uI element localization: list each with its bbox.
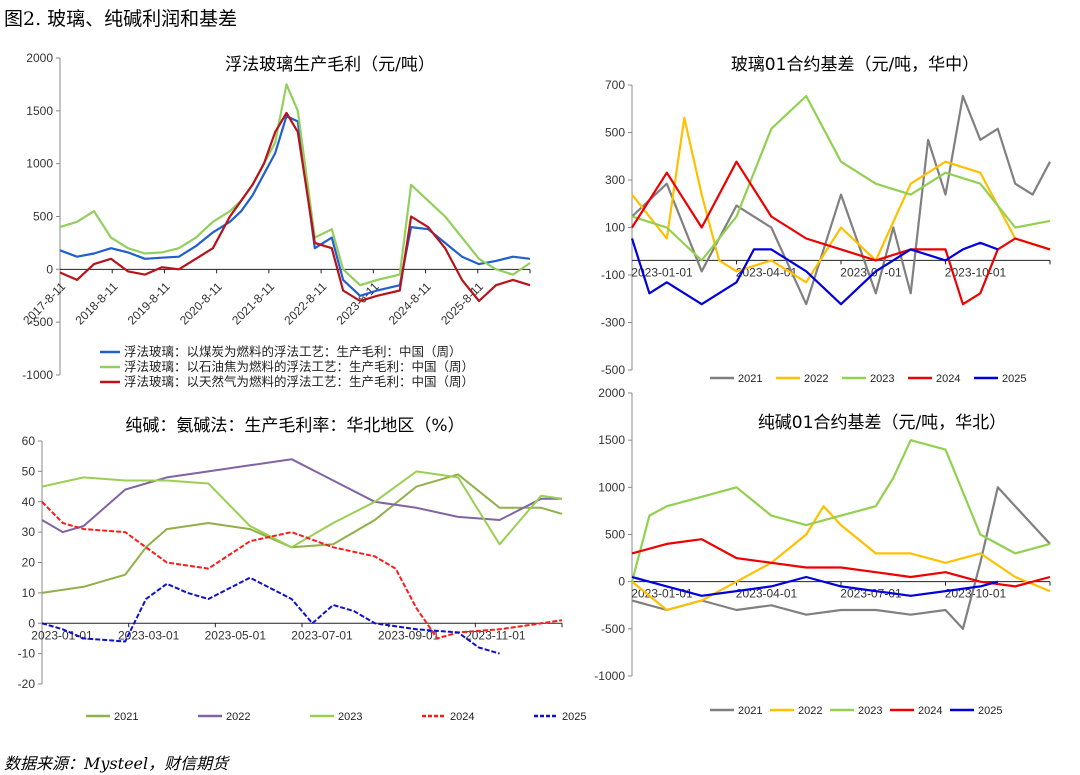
chart-title: 纯碱：氨碱法：生产毛利率：华北地区（%） [125,416,464,436]
x-tick-label: 2019-8-11 [125,279,173,327]
x-tick-label: 2021-8-11 [229,279,277,327]
series-line-浮法玻璃：以天然 [59,111,531,303]
series-line-浮法玻璃：以石油 [59,83,531,287]
legend-label: 浮法玻璃：以天然气为燃料的浮法工艺：生产毛利：中国（周） [124,374,474,389]
x-tick-label: 2023-01-01 [631,265,693,279]
y-tick-label: -500 [601,363,625,377]
legend-label: 浮法玻璃：以煤炭为燃料的浮法工艺：生产毛利：中国（周） [124,344,462,359]
y-tick-label: 10 [22,586,36,600]
y-tick-label: 1000 [598,480,625,494]
series-line-2021 [41,473,563,594]
y-tick-label: -20 [18,677,36,691]
y-tick-label: 700 [605,78,625,92]
y-tick-label: 2000 [598,386,625,400]
legend-label: 浮法玻璃：以石油焦为燃料的浮法工艺：生产毛利：中国（周） [124,359,474,374]
y-tick-label: 30 [22,525,36,539]
y-tick-label: 1000 [26,157,53,171]
legend-label: 2025 [562,711,586,723]
x-tick-label: 2023-01-01 [31,628,93,642]
x-tick-label: 2020-8-11 [177,279,225,327]
legend-label: 2021 [738,373,762,385]
series-line-2025 [631,575,999,597]
y-tick-label: 1500 [598,433,625,447]
legend-label: 2024 [936,373,960,385]
y-tick-label: 0 [28,616,35,630]
y-tick-label: -1000 [22,368,53,382]
glass-basis-chart: 玻璃01合约基差（元/吨，华中） 700 500 300 100 -100 -300 -500… [601,55,1051,385]
series-line-2022 [41,458,562,534]
y-tick-label: -500 [601,622,625,636]
x-tick-label: 2023-11-01 [465,628,526,642]
legend-label: 2022 [226,711,250,723]
x-tick-label: 2022-8-11 [281,279,329,327]
x-tick-label: 2023-07-01 [291,628,353,642]
chart-title: 玻璃01合约基差（元/吨，华中） [731,55,979,75]
series-line-2021 [631,94,1051,306]
y-tick-label: -300 [601,316,625,330]
figure-title: 图2. 玻璃、纯碱利润和基差 [4,8,238,30]
y-tick-label: -500 [29,315,53,329]
x-tick-label: 2025-8-11 [438,279,486,327]
y-tick-label: 0 [618,575,625,589]
x-tick-label: 2023-09-01 [378,628,440,642]
y-tick-label: 100 [605,221,625,235]
x-tick-label: 2023-05-01 [205,628,267,642]
legend-label: 2025 [978,705,1002,717]
soda-profit-chart: 纯碱：氨碱法：生产毛利率：华北地区（%） 60 50 40 30 20 10 0 -10 -20 2… [18,416,587,723]
y-tick-label: -1000 [594,669,625,683]
legend-label: 2021 [114,711,138,723]
legend-label: 2023 [858,705,882,717]
legend-label: 2022 [798,705,822,717]
y-tick-label: 50 [22,464,36,478]
series-line-2024 [631,160,1051,306]
x-tick-label: 2023-07-01 [840,265,902,279]
y-tick-label: 60 [22,434,36,448]
series-line-2025 [630,238,999,306]
y-tick-label: 20 [22,556,36,570]
x-tick-label: 2023-04-01 [736,265,798,279]
series-line-2022 [631,505,1051,612]
series-line-2022 [631,116,1051,284]
y-tick-label: 500 [605,126,625,140]
x-tick-label: 2023-03-01 [118,628,180,642]
series-line-2023 [631,94,1051,262]
y-tick-label: 500 [605,528,625,542]
series-line-2021 [631,486,1051,630]
legend-label: 2024 [450,711,474,723]
chart-title: 纯碱01合约基差（元/吨，华北） [758,413,1006,433]
soda-basis-chart: 纯碱01合约基差（元/吨，华北） 2000 1500 1000 500 0 -500 -100… [594,386,1051,717]
series-line-2023 [630,439,1051,582]
x-tick-label: 2023-10-01 [945,587,1007,601]
legend-label: 2024 [918,705,942,717]
chart-title: 浮法玻璃生产毛利（元/吨） [225,55,435,75]
source-note: 数据来源：Mysteel，财信期货 [4,754,229,773]
y-tick-label: 2000 [26,51,53,65]
y-tick-label: 40 [22,495,36,509]
legend-label: 2022 [804,373,828,385]
series-line-2025 [41,576,500,655]
x-tick-label: 2023-04-01 [736,587,798,601]
series-line-2024 [631,538,1051,588]
y-tick-label: 1500 [26,104,53,118]
y-tick-label: -10 [18,647,36,661]
x-tick-label: 2023-8-11 [334,279,382,327]
y-tick-label: 300 [605,173,625,187]
glass-profit-chart: 浮法玻璃生产毛利（元/吨） 2000 1500 1000 500 0 -500 -1000 20… [20,51,531,389]
legend-label: 2021 [738,705,762,717]
y-tick-label: -100 [601,268,625,282]
x-tick-label: 2023-07-01 [840,587,902,601]
y-tick-label: 0 [46,262,53,276]
y-tick-label: 500 [33,210,53,224]
legend-label: 2023 [338,711,362,723]
legend-label: 2023 [870,373,894,385]
x-tick-label: 2018-8-11 [72,279,120,327]
series-line-浮法玻璃：以煤炭 [59,114,531,297]
legend-label: 2025 [1002,373,1026,385]
series-line-2024 [41,501,563,640]
series-line-2023 [41,470,563,549]
